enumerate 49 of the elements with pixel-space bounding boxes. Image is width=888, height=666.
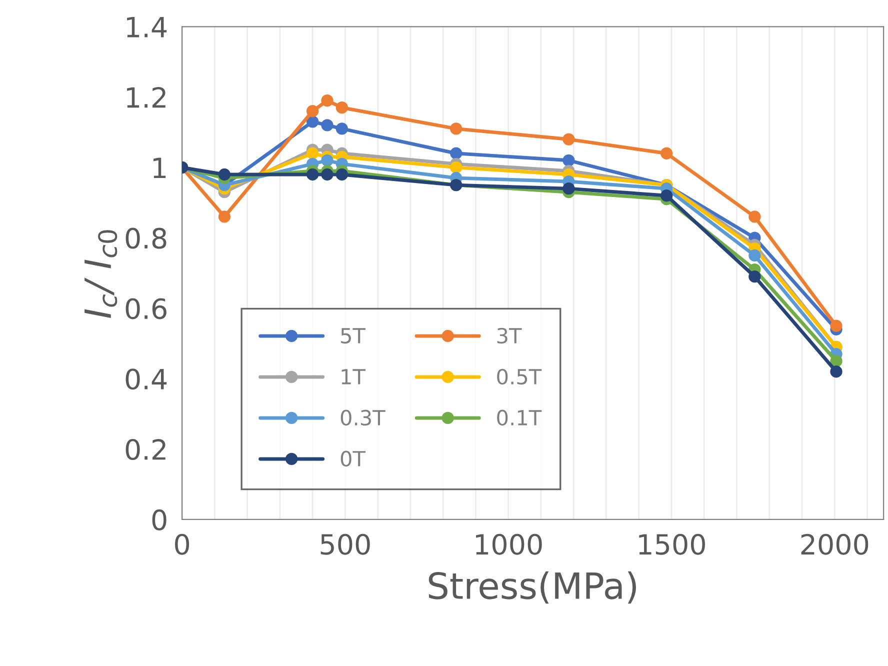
point	[306, 168, 319, 181]
point	[562, 154, 575, 166]
point	[321, 154, 334, 166]
legend-label: 1T	[342, 369, 366, 384]
point	[748, 210, 761, 223]
legend-label: 0.1T	[497, 410, 542, 426]
point	[562, 182, 575, 195]
legend-label: 0.3T	[340, 410, 386, 426]
point	[450, 122, 462, 135]
point	[748, 270, 761, 283]
y-tick-label: 0.6	[126, 298, 166, 320]
point	[830, 354, 842, 368]
y-tick-label: 1.2	[127, 86, 166, 108]
point	[306, 147, 319, 160]
y-tick-label: 1	[154, 158, 166, 178]
x-tick-label: 0	[175, 534, 190, 555]
y-tick-label: 1.4	[127, 16, 167, 38]
point	[218, 210, 231, 223]
y-tick-label: 0.2	[126, 439, 166, 460]
point	[321, 94, 334, 107]
x-tick-label: 500	[320, 534, 370, 555]
point	[306, 116, 319, 128]
point	[830, 320, 842, 332]
x-tick-label: 1500	[639, 534, 705, 555]
point	[306, 105, 319, 118]
point	[748, 249, 761, 262]
legend-label: 3T	[497, 328, 522, 344]
point	[562, 133, 575, 146]
y-axis-title: I$_{c}$/ I$_{c0}$	[84, 230, 118, 318]
point	[336, 102, 348, 114]
x-tick-label: 1000	[476, 534, 542, 555]
point	[660, 190, 673, 202]
x-axis-title: Stress(MPa)	[428, 571, 636, 604]
y-tick-label: 0.4	[126, 368, 167, 390]
legend-label: 0.5T	[497, 368, 542, 385]
point	[830, 366, 842, 378]
point	[450, 147, 462, 160]
point	[336, 168, 348, 181]
point	[321, 168, 334, 181]
y-tick-label: 0	[152, 509, 166, 530]
x-tick-label: 2000	[801, 534, 868, 555]
point	[660, 147, 673, 160]
legend-label: 5T	[341, 328, 366, 344]
y-tick-label: 0.8	[126, 228, 166, 249]
point	[336, 122, 348, 135]
point	[450, 161, 462, 174]
legend-label: 0T	[340, 450, 366, 467]
point	[218, 168, 231, 181]
point	[321, 119, 334, 132]
